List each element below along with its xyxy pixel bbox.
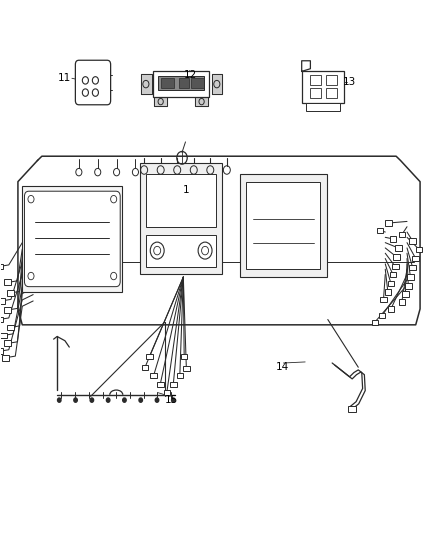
Bar (179, 78, 188, 88)
Bar (399, 232, 405, 237)
Circle shape (139, 398, 142, 402)
Circle shape (106, 398, 110, 402)
Bar (146, 235, 216, 266)
Circle shape (155, 398, 159, 402)
Circle shape (123, 398, 126, 402)
Polygon shape (195, 97, 208, 107)
Bar (4, 307, 11, 313)
Bar (371, 319, 378, 325)
Bar (163, 390, 170, 395)
Bar (410, 238, 416, 244)
Bar (385, 289, 391, 295)
Bar (393, 254, 400, 260)
Bar (380, 297, 387, 302)
Bar (407, 274, 414, 280)
Bar (348, 406, 356, 413)
Bar (7, 290, 14, 296)
Bar (377, 228, 383, 233)
Bar (410, 265, 416, 270)
Bar (311, 88, 321, 98)
Bar (153, 71, 209, 97)
Bar (240, 174, 327, 277)
Bar (183, 366, 190, 371)
Bar (399, 300, 405, 305)
FancyBboxPatch shape (25, 191, 120, 287)
Circle shape (90, 398, 94, 402)
Bar (0, 298, 5, 304)
Bar (146, 174, 216, 227)
Bar (311, 75, 321, 85)
Bar (4, 341, 11, 346)
Bar (247, 182, 321, 269)
Bar (302, 71, 344, 103)
Bar (158, 76, 204, 91)
Bar (395, 245, 402, 251)
Text: 13: 13 (343, 77, 356, 87)
Circle shape (57, 398, 61, 402)
Bar (191, 78, 204, 88)
Text: 12: 12 (184, 70, 198, 79)
Circle shape (74, 398, 77, 402)
Bar (325, 88, 336, 98)
Polygon shape (141, 74, 152, 94)
Bar (0, 349, 3, 354)
Bar (146, 354, 152, 359)
Circle shape (172, 398, 175, 402)
Bar (150, 373, 157, 378)
Text: 1: 1 (183, 184, 190, 195)
Bar (4, 279, 11, 285)
Text: 14: 14 (276, 362, 289, 372)
Text: 11: 11 (58, 73, 71, 83)
Bar (385, 220, 392, 225)
Bar (388, 306, 394, 312)
Bar (140, 163, 223, 274)
Bar (390, 272, 396, 277)
Bar (0, 333, 7, 338)
Bar (405, 284, 412, 289)
Bar (402, 292, 409, 297)
Bar (0, 317, 3, 322)
Bar (161, 78, 174, 88)
Bar (306, 103, 340, 111)
Bar (390, 236, 396, 241)
Polygon shape (212, 74, 223, 94)
Bar (170, 382, 177, 387)
Bar (416, 247, 423, 252)
Bar (392, 264, 399, 269)
Bar (388, 281, 394, 286)
Bar (181, 354, 187, 359)
FancyBboxPatch shape (75, 60, 111, 105)
Bar (22, 186, 122, 292)
Polygon shape (154, 97, 167, 107)
Bar (379, 313, 385, 318)
Bar (142, 365, 148, 370)
Bar (177, 373, 183, 378)
Bar (7, 325, 14, 330)
Bar (2, 355, 9, 361)
Bar (0, 264, 3, 269)
Bar (413, 256, 419, 261)
Bar (325, 75, 336, 85)
Text: 15: 15 (165, 395, 178, 405)
Bar (157, 382, 163, 387)
